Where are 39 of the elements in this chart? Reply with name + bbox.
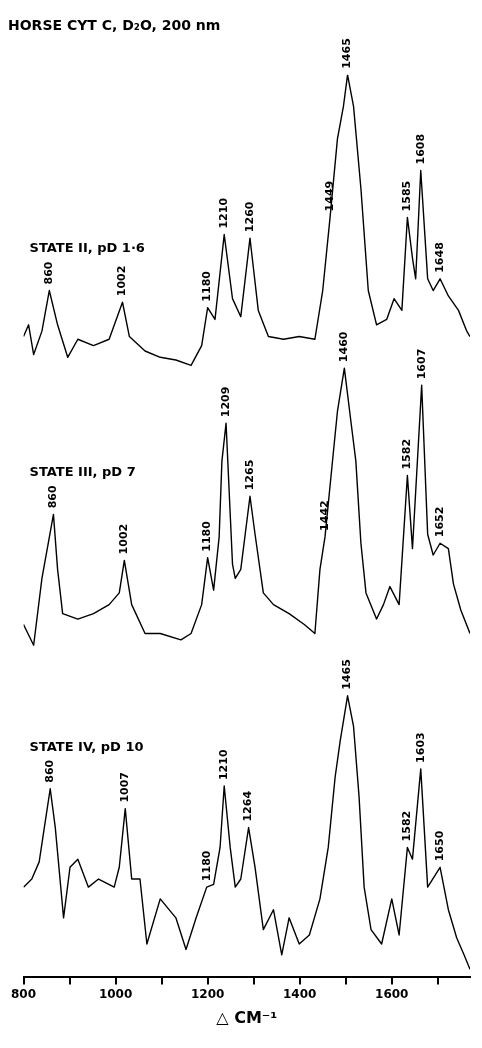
annotation: 1260	[242, 201, 256, 233]
annotation: 1209	[218, 386, 232, 418]
x-tick-label: 1600	[375, 986, 409, 1001]
annotation: 1608	[413, 133, 427, 165]
x-axis-title: △ CM⁻¹	[216, 1007, 278, 1027]
annotation: 1648	[432, 242, 446, 273]
annotation: 1442	[317, 500, 331, 531]
x-tick-label: 1000	[98, 986, 133, 1001]
annotation: 1180	[199, 850, 213, 882]
x-tick-label: 1200	[190, 986, 225, 1001]
annotation: 1265	[242, 459, 256, 491]
annotation: 860	[46, 485, 60, 509]
annotation: 1465	[340, 38, 354, 69]
annotation: 1002	[117, 523, 131, 555]
annotation: 1652	[432, 506, 446, 538]
annotation: 860	[42, 261, 56, 285]
annotation: 1449	[322, 180, 336, 212]
chart-title: HORSE CYT C, D₂O, 200 nm	[8, 17, 221, 34]
annotation: 1007	[118, 771, 132, 803]
annotation: 1465	[340, 659, 354, 690]
annotation: STATE II, pD 1·6	[29, 240, 145, 256]
annotation: STATE IV, pD 10	[29, 738, 144, 754]
annotation: 1210	[217, 197, 231, 229]
annotation: 1650	[432, 830, 446, 862]
annotation: 1585	[400, 180, 414, 212]
annotation: 1264	[241, 790, 255, 822]
annotation: 1210	[217, 749, 231, 781]
x-tick-label: 1400	[282, 986, 317, 1001]
annotation: 1603	[413, 732, 427, 763]
annotation: 1607	[414, 348, 428, 380]
annotation: 1002	[115, 265, 129, 297]
annotation: STATE III, pD 7	[29, 464, 136, 480]
annotation: 860	[43, 759, 57, 783]
annotation: 1180	[200, 270, 214, 302]
annotation: 1582	[400, 438, 414, 470]
x-tick-label: 800	[10, 986, 37, 1001]
annotation: 1460	[337, 331, 351, 363]
annotation: 1180	[200, 520, 214, 552]
annotation: 1582	[400, 810, 414, 842]
